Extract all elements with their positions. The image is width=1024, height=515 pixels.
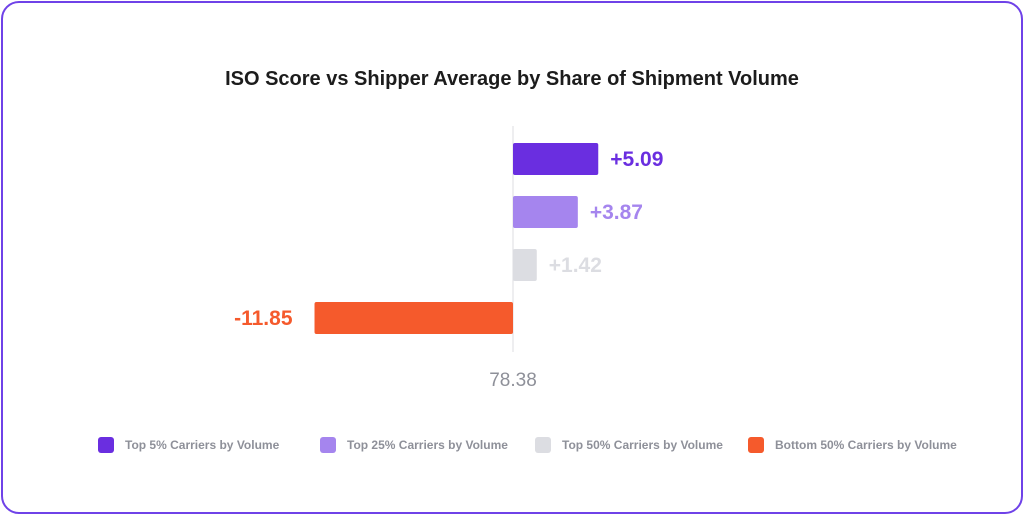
value-label-2: +3.87: [590, 201, 643, 224]
legend-label-top-25: Top 25% Carriers by Volume: [347, 438, 508, 452]
legend-swatch-bottom-50: [748, 437, 764, 453]
legend-swatch-top-5: [98, 437, 114, 453]
legend-item-top-50: Top 50% Carriers by Volume: [535, 433, 723, 457]
legend-label-bottom-50: Bottom 50% Carriers by Volume: [775, 438, 957, 452]
chart-title: ISO Score vs Shipper Average by Share of…: [225, 68, 799, 90]
value-label-4: -11.85: [234, 307, 293, 330]
value-label-3: +1.42: [549, 254, 602, 277]
baseline-value-label: 78.38: [489, 370, 537, 391]
bar-3: [513, 249, 537, 281]
bar-4: [314, 302, 513, 334]
legend-item-bottom-50: Bottom 50% Carriers by Volume: [748, 433, 957, 457]
legend-item-top-5: Top 5% Carriers by Volume: [98, 433, 279, 457]
legend-label-top-50: Top 50% Carriers by Volume: [562, 438, 723, 452]
value-label-1: +5.09: [610, 148, 663, 171]
chart-legend: Top 5% Carriers by Volume Top 25% Carrie…: [0, 433, 1024, 457]
bar-1: [513, 143, 599, 175]
legend-label-top-5: Top 5% Carriers by Volume: [125, 438, 280, 452]
legend-swatch-top-25: [320, 437, 336, 453]
bar-2: [513, 196, 578, 228]
legend-item-top-25: Top 25% Carriers by Volume: [320, 433, 508, 457]
legend-swatch-top-50: [535, 437, 551, 453]
